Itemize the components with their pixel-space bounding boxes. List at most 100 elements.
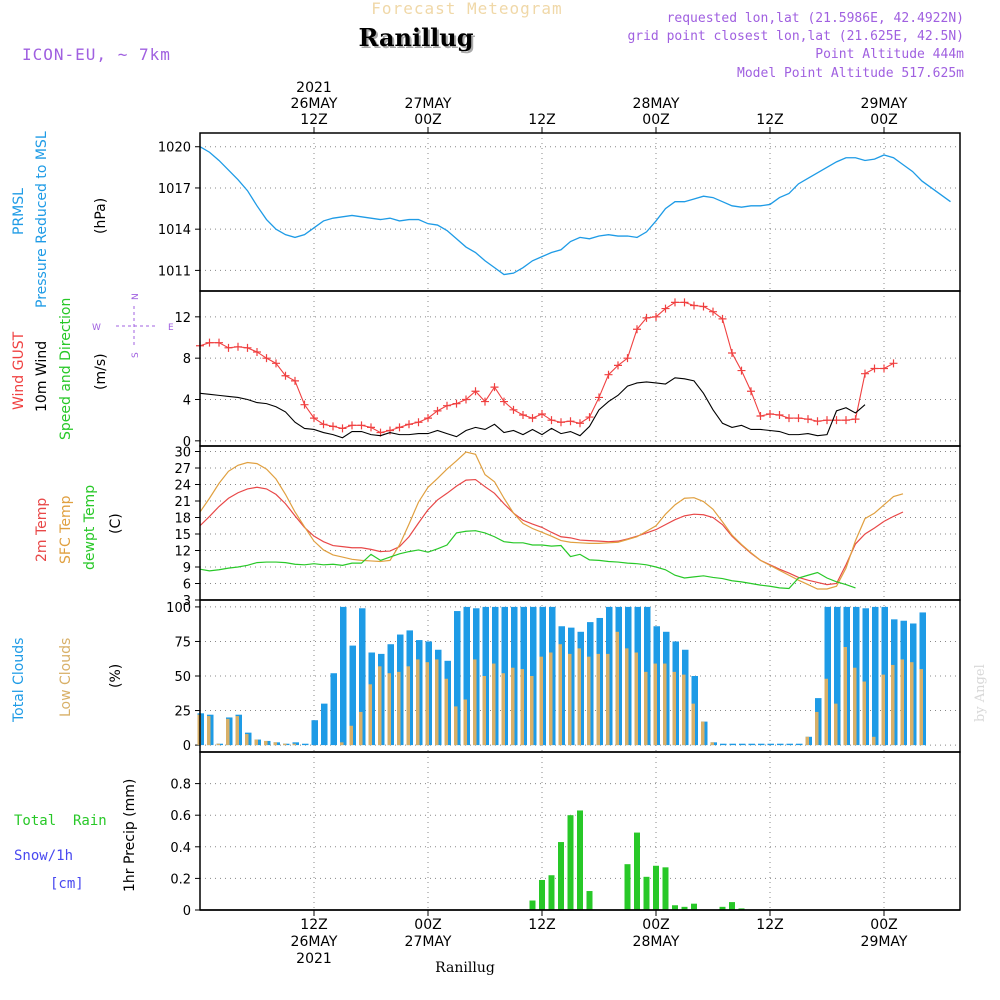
footer-location: Ranillug bbox=[435, 960, 495, 976]
y-tick-label: 12 bbox=[174, 311, 191, 326]
total-clouds-bar bbox=[834, 606, 841, 746]
y-tick-label: 1017 bbox=[158, 182, 191, 197]
low-clouds-bar bbox=[549, 652, 553, 746]
rain-bar bbox=[738, 908, 745, 910]
gust-marker bbox=[690, 301, 698, 310]
gust-marker bbox=[585, 413, 594, 422]
y-tick-label: 18 bbox=[174, 512, 191, 527]
gust-marker bbox=[861, 369, 869, 378]
total-clouds-bar bbox=[720, 743, 727, 746]
wind-gust-label: Wind GUST bbox=[11, 331, 27, 410]
low-clouds-bar bbox=[235, 716, 239, 746]
low-clouds-bar bbox=[473, 659, 477, 746]
low-clouds-bar bbox=[568, 653, 572, 746]
low-clouds-bar bbox=[226, 718, 230, 746]
low-clouds-bar bbox=[834, 703, 838, 746]
clouds-unit: (%) bbox=[108, 664, 124, 688]
location-title-front: Ranillug bbox=[358, 23, 473, 52]
low-clouds-bar bbox=[615, 631, 619, 746]
precip-labels: Total Rain Snow/1h [cm] 1hr Precip (mm) bbox=[14, 779, 138, 892]
low-clouds-bar bbox=[482, 676, 486, 746]
low-clouds-bar bbox=[701, 721, 705, 746]
clouds-panel: 0 25 50 75 100 bbox=[166, 599, 961, 754]
gust-marker bbox=[889, 359, 898, 368]
total-clouds-label: Total Clouds bbox=[11, 638, 27, 723]
total-clouds-bar bbox=[311, 720, 318, 746]
gust-marker bbox=[566, 417, 575, 426]
gust-marker bbox=[661, 304, 670, 313]
low-clouds-bar bbox=[359, 711, 363, 746]
gust-marker bbox=[357, 421, 366, 430]
gust-marker bbox=[272, 359, 280, 368]
temp-sfc-line bbox=[199, 451, 904, 590]
y-tick-label: 0.4 bbox=[170, 841, 191, 856]
rain-bar bbox=[586, 891, 593, 910]
compass-s: S bbox=[131, 352, 141, 358]
prmsl-label: PRMSL bbox=[11, 188, 27, 235]
gust-marker bbox=[528, 414, 537, 423]
pressure-labels: PRMSL Pressure Reduced to MSL (hPa) bbox=[11, 131, 109, 308]
gust-marker bbox=[348, 421, 356, 430]
y-tick-label: 0 bbox=[183, 739, 191, 754]
gust-marker bbox=[671, 298, 679, 307]
low-clouds-bar bbox=[273, 742, 277, 746]
y-tick-label: 6 bbox=[183, 578, 191, 593]
low-clouds-bar bbox=[891, 664, 895, 746]
gust-marker bbox=[737, 366, 746, 375]
gust-marker bbox=[329, 422, 337, 431]
snow-label: Snow/1h bbox=[14, 848, 73, 864]
bottom-time-label: 27MAY bbox=[405, 934, 452, 950]
total-clouds-bar bbox=[340, 606, 347, 746]
low-clouds-bar bbox=[558, 644, 562, 746]
low-clouds-bar bbox=[663, 663, 667, 746]
rain-bar bbox=[634, 832, 640, 910]
top-time-label: 00Z bbox=[414, 112, 441, 128]
low-clouds-bar bbox=[520, 669, 524, 746]
y-tick-label: 24 bbox=[174, 479, 191, 494]
rain-bar bbox=[529, 900, 536, 910]
gust-marker bbox=[243, 343, 252, 352]
total-rain-label: Total Rain bbox=[14, 813, 107, 829]
gust-marker bbox=[281, 371, 290, 380]
gust-marker bbox=[823, 416, 831, 425]
low-clouds-bar bbox=[815, 711, 819, 746]
temp-dewpt-label: dewpt Temp bbox=[82, 485, 98, 570]
total-clouds-bar bbox=[767, 743, 774, 746]
total-clouds-bar bbox=[454, 611, 461, 746]
credit-watermark: by Angel bbox=[973, 664, 988, 722]
total-clouds-bar bbox=[862, 608, 869, 746]
gust-marker bbox=[414, 418, 423, 427]
low-clouds-bar bbox=[625, 648, 629, 746]
top-time-label: 00Z bbox=[642, 112, 669, 128]
compass-w: W bbox=[92, 323, 101, 333]
total-clouds-bar bbox=[729, 743, 736, 746]
low-clouds-bar bbox=[587, 656, 591, 746]
low-clouds-bar bbox=[349, 725, 353, 746]
gust-marker bbox=[851, 415, 860, 424]
gust-marker bbox=[832, 416, 841, 425]
low-clouds-bar bbox=[283, 743, 287, 746]
gust-marker bbox=[405, 420, 413, 429]
low-clouds-bar bbox=[397, 671, 401, 746]
gust-marker bbox=[614, 361, 622, 370]
gust-marker bbox=[604, 370, 613, 379]
gust-marker bbox=[215, 338, 223, 347]
top-time-label: 12Z bbox=[528, 112, 555, 128]
panel-border bbox=[199, 132, 961, 292]
low-clouds-bar bbox=[900, 659, 904, 746]
temp-labels: 2m Temp SFC Temp dewpt Temp (C) bbox=[34, 485, 124, 570]
rain-bar bbox=[548, 875, 555, 910]
total-clouds-bar bbox=[748, 743, 755, 746]
rain-bar bbox=[643, 876, 650, 910]
forecast-title: Forecast Meteogram bbox=[371, 0, 562, 18]
bottom-time-label: 26MAY bbox=[291, 934, 338, 950]
low-clouds-bar bbox=[387, 673, 391, 746]
wind-panel: 0 4 8 12 bbox=[174, 290, 961, 450]
grid-point: grid point closest lon,lat (21.625E, 42.… bbox=[627, 29, 964, 44]
low-clouds-bar bbox=[710, 742, 714, 746]
low-clouds-bar bbox=[691, 703, 695, 746]
gust-marker bbox=[471, 387, 480, 396]
gust-marker bbox=[262, 354, 271, 363]
top-time-label: 12Z bbox=[756, 112, 783, 128]
